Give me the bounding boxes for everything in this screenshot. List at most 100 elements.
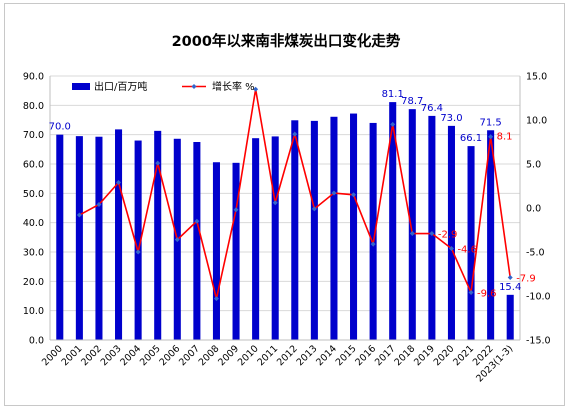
bar xyxy=(369,122,377,340)
bar xyxy=(193,142,201,340)
line-point xyxy=(253,86,259,92)
legend-line-label: 增长率 % xyxy=(212,80,255,93)
line-point xyxy=(155,160,161,166)
line-point xyxy=(233,207,239,213)
legend-bar-label: 出口/百万吨 xyxy=(94,80,147,93)
line-point xyxy=(488,134,494,140)
line-point xyxy=(429,231,435,237)
left-axis-tick-label: 60.0 xyxy=(23,160,44,171)
x-axis-tick-label: 2013 xyxy=(295,343,320,368)
bar xyxy=(487,130,495,340)
growth-value-label: -4.6 xyxy=(457,244,477,255)
right-axis-tick-label: -10.0 xyxy=(526,292,551,303)
legend-bar-swatch xyxy=(72,83,90,90)
gridlines xyxy=(50,75,520,341)
line-point xyxy=(448,245,454,251)
bar xyxy=(212,162,220,340)
x-axis-tick-label: 2008 xyxy=(197,343,222,368)
line-point xyxy=(468,289,474,295)
x-axis-tick-label: 2004 xyxy=(118,343,143,368)
right-axis-tick-label: 10.0 xyxy=(526,116,547,127)
right-axis-tick-label: 5.0 xyxy=(526,160,541,171)
x-axis-tick-label: 2019 xyxy=(412,343,437,368)
bar xyxy=(408,109,416,340)
bar xyxy=(271,136,279,340)
bar xyxy=(252,138,260,340)
x-axis-tick-label: 2000 xyxy=(40,343,65,368)
x-axis-tick-label: 2006 xyxy=(158,343,183,368)
left-axis-tick-label: 80.0 xyxy=(23,101,44,112)
x-axis-tick-label: 2001 xyxy=(60,343,85,368)
x-axis-tick-label: 2011 xyxy=(255,343,280,368)
bar xyxy=(310,120,318,340)
line-point xyxy=(135,249,141,255)
line-series xyxy=(76,86,513,302)
line-point xyxy=(116,179,122,185)
line-point xyxy=(174,237,180,243)
bar xyxy=(75,136,83,340)
bar-value-label: 81.1 xyxy=(382,89,404,100)
chart-title: 2000年以来南非煤炭出口变化走势 xyxy=(171,34,401,50)
x-axis-tick-label: 2010 xyxy=(236,343,261,368)
line-point xyxy=(292,131,298,137)
bar-value-label: 73.0 xyxy=(440,113,462,124)
line-point xyxy=(272,200,278,206)
right-axis-tick-label: 15.0 xyxy=(526,72,547,83)
line-point xyxy=(409,231,415,237)
growth-value-label: -2.9 xyxy=(438,230,458,241)
right-axis-tick-label: -5.0 xyxy=(526,248,545,259)
bar-value-label: 71.5 xyxy=(479,117,501,128)
bar xyxy=(428,115,436,340)
bar xyxy=(506,294,514,340)
x-axis-tick-label: 2012 xyxy=(275,343,300,368)
bar-value-label: 76.4 xyxy=(421,103,443,114)
x-axis-tick-label: 2021 xyxy=(451,343,476,368)
left-axis-tick-label: 50.0 xyxy=(23,189,44,200)
x-axis-tick-label: 2009 xyxy=(216,343,241,368)
bar xyxy=(291,120,299,340)
x-axis-tick-label: 2014 xyxy=(314,343,339,368)
bar xyxy=(350,113,358,341)
left-axis-tick-label: 10.0 xyxy=(23,306,44,317)
right-axis-tick-label: 0.0 xyxy=(526,204,541,215)
x-axis-tick-label: 2002 xyxy=(79,343,104,368)
line-point xyxy=(507,275,513,281)
growth-value-label: -7.9 xyxy=(516,274,536,285)
left-axis-tick-label: 70.0 xyxy=(23,130,44,141)
legend: 出口/百万吨 增长率 % xyxy=(72,80,255,93)
line-point xyxy=(390,121,396,127)
x-axis-tick-label: 2017 xyxy=(373,343,398,368)
x-axis-tick-label: 2015 xyxy=(334,343,359,368)
line-point xyxy=(96,201,102,207)
bar xyxy=(447,125,455,340)
bar xyxy=(56,134,64,340)
x-axis-tick-label: 2020 xyxy=(432,343,457,368)
bar xyxy=(330,116,338,340)
left-axis-tick-label: 90.0 xyxy=(23,72,44,83)
left-axis-tick-label: 30.0 xyxy=(23,248,44,259)
bar-series xyxy=(56,102,514,341)
left-axis-tick-label: 0.0 xyxy=(29,336,44,347)
bar xyxy=(389,102,397,341)
bar xyxy=(232,162,240,340)
bar xyxy=(115,129,123,340)
bar-value-label: 70.0 xyxy=(49,122,71,133)
x-axis-tick-label: 2016 xyxy=(353,343,378,368)
legend-line-marker xyxy=(191,84,197,89)
x-axis-tick-label: 2018 xyxy=(393,343,418,368)
line-point xyxy=(351,192,357,198)
left-axis-tick-label: 20.0 xyxy=(23,277,44,288)
bar xyxy=(154,130,162,340)
left-axis-tick-label: 40.0 xyxy=(23,218,44,229)
line-point xyxy=(331,190,337,196)
bar xyxy=(467,146,475,340)
line-point xyxy=(76,212,82,218)
line-point xyxy=(194,218,200,224)
data-labels: 70.0 81.178.776.473.0 66.1 71.5 15.4 -2.9 -4.6… xyxy=(49,89,536,299)
bar xyxy=(134,140,142,340)
bar-value-label: 15.4 xyxy=(499,282,521,293)
bar xyxy=(95,136,103,340)
line-point xyxy=(370,241,376,247)
line-point xyxy=(311,206,317,212)
